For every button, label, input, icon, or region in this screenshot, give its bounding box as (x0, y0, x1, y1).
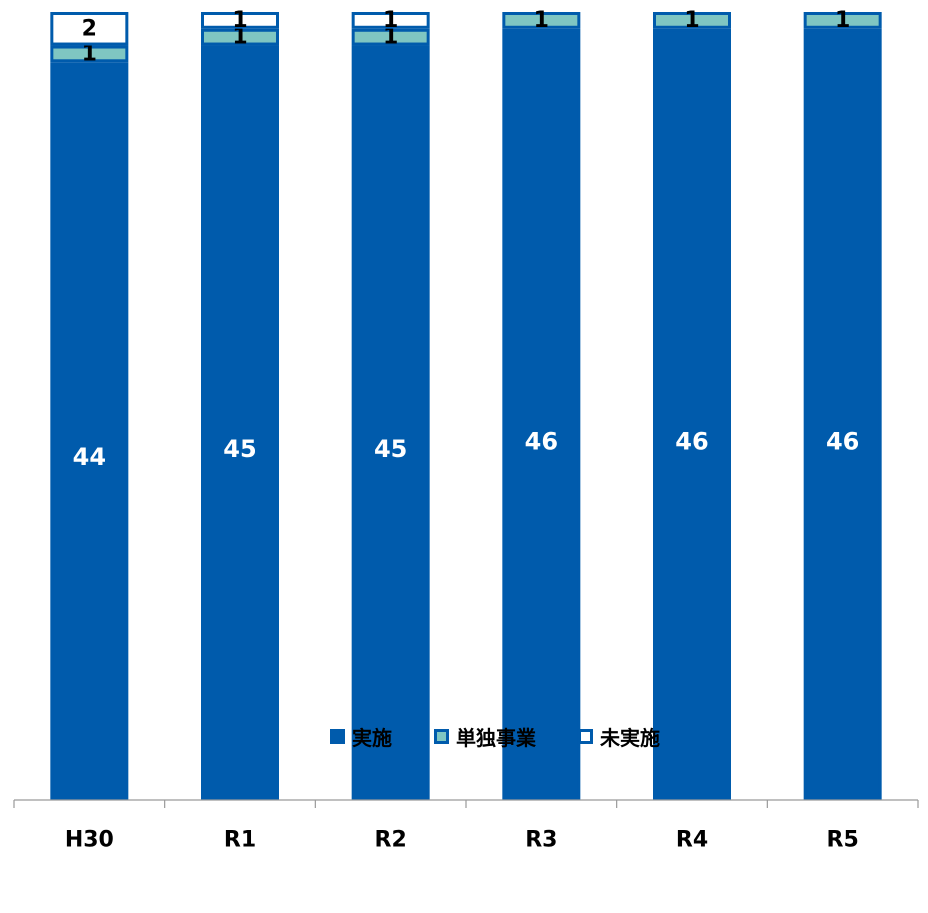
legend-swatch-1 (434, 728, 449, 744)
bar-segment-R5-s0 (803, 28, 882, 801)
x-tick-label-R1: R1 (224, 828, 256, 853)
data-label-R2-s1: 1 (383, 25, 398, 50)
data-label-H30-s2: 2 (82, 16, 97, 41)
bar-segment-R1-s0 (201, 45, 279, 800)
legend-label-1: 単独事業 (456, 725, 536, 750)
data-label-R1-s0: 45 (223, 435, 256, 463)
x-tick-label-R2: R2 (375, 828, 407, 853)
data-label-R4-s1: 1 (684, 8, 699, 33)
data-label-H30-s0: 44 (73, 443, 106, 471)
bar-segment-R3-s0 (502, 28, 581, 801)
bar-segment-R2-s0 (351, 45, 430, 800)
x-tick-label-H30: H30 (65, 828, 114, 853)
bar-segment-R4-s1 (653, 12, 731, 29)
bar-segment-R4-s0 (653, 28, 731, 801)
data-label-R5-s1: 1 (835, 8, 850, 33)
x-tick-label-R3: R3 (525, 828, 557, 853)
data-label-R1-s1: 1 (232, 25, 247, 50)
bar-segment-H30-s2 (50, 12, 129, 46)
data-label-R3-s1: 1 (534, 8, 549, 33)
x-tick-label-R4: R4 (676, 828, 708, 853)
data-label-R1-s2: 1 (232, 8, 247, 33)
data-label-H30-s1: 1 (82, 41, 97, 66)
data-label-R2-s0: 45 (374, 435, 407, 463)
bar-segment-R5-s1 (803, 12, 882, 29)
bar-segment-H30-s1 (50, 45, 129, 63)
data-label-R2-s2: 1 (383, 8, 398, 33)
bar-segment-R1-s1 (201, 28, 279, 46)
bar-segment-R1-s2 (201, 12, 279, 29)
legend-swatch-2 (578, 728, 593, 744)
legend-label-2: 未実施 (600, 725, 660, 750)
legend: 実施 単独事業 未実施 (330, 722, 702, 750)
legend-label-0: 実施 (352, 725, 392, 750)
bar-segment-H30-s0 (50, 62, 129, 801)
legend-swatch-0 (330, 728, 345, 744)
data-label-R3-s0: 46 (525, 427, 558, 455)
bar-segment-R3-s1 (502, 12, 581, 29)
bar-segment-R2-s1 (351, 28, 430, 46)
legend-item-0: 実施 (330, 722, 392, 751)
legend-item-2: 未実施 (578, 722, 660, 751)
x-tick-label-R5: R5 (827, 828, 859, 853)
bar-segment-R2-s2 (351, 12, 430, 29)
legend-item-1: 単独事業 (434, 722, 536, 751)
data-label-R4-s0: 46 (675, 427, 708, 455)
data-label-R5-s0: 46 (826, 427, 859, 455)
